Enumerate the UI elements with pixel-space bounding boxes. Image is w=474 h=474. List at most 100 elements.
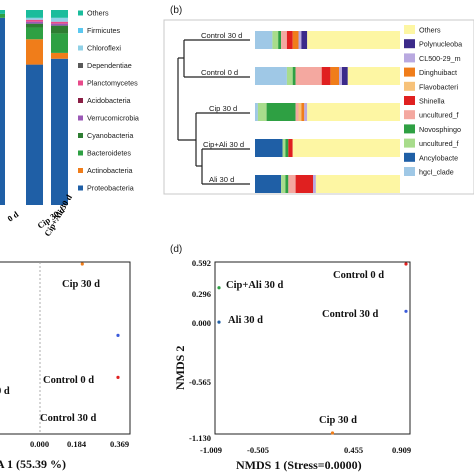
legend-b-swatch-3 — [404, 67, 415, 77]
bar-b-control-30-d-others-10 — [307, 31, 400, 49]
legend-b-label-3: Dinghuibact — [419, 68, 457, 77]
bar-a-cip-30-d-chloroflexi — [26, 17, 43, 20]
bar-b-control-0-d-hgci-clade-0 — [255, 67, 287, 85]
legend-b-swatch-10 — [404, 167, 415, 176]
tree-label-cip-30d: Cip 30 d — [209, 104, 237, 113]
panel-b-label: (b) — [170, 5, 182, 16]
panel-b: (b) Control 30 d Control 0 d Cip 30 d Ci… — [163, 5, 474, 195]
c-x-title: A 1 (55.39 %) — [0, 457, 66, 471]
d-ytick-0: 0.592 — [192, 258, 211, 268]
bar-b-ali-30-d-cl500-29-m-8 — [313, 175, 316, 193]
bar-b-control-30-d-cl500-29-m-8 — [298, 31, 302, 49]
bar-b-cip-ali-30-d-others-10 — [292, 139, 400, 157]
legend-a-label-actinobacteria: Actinobacteria — [87, 166, 133, 175]
legend-a: Others Firmicutes Chloroflexi Dependentiae P… — [78, 9, 139, 193]
legend-a-swatch-verrucomicrobia — [78, 115, 83, 121]
tree-label-control-30d: Control 30 d — [201, 31, 242, 40]
legend-b-swatch-8 — [404, 138, 415, 148]
legend-a-swatch-chloroflexi — [78, 45, 83, 51]
bar-b-control-0-d-novosphingo-3 — [292, 67, 296, 85]
legend-a-label-bacteroidetes: Bacteroidetes — [87, 149, 131, 158]
legend-b-swatch-4 — [404, 81, 415, 91]
bar-a-cip-30-d-actinobacteria — [26, 39, 43, 65]
legend-b-label-2: CL500-29_m — [419, 54, 461, 63]
d-point-label-cipali-30d: Cip+Ali 30 d — [226, 280, 283, 291]
bar-b-control-30-d-uncultured-f-4 — [281, 31, 287, 49]
legend-a-label-proteobacteria: Proteobacteria — [87, 184, 134, 193]
legend-b-swatch-9 — [404, 152, 415, 162]
legend-b-label-8: uncultured_f — [419, 139, 459, 148]
legend-b-label-5: Shinella — [419, 97, 445, 106]
d-ytick-2: 0.000 — [192, 318, 211, 328]
legend-b-label-0: Others — [419, 26, 441, 35]
point-label-control-30d: Control 30 d — [40, 413, 97, 424]
point-label-0d: 0 d — [0, 386, 10, 397]
bar-a-cip-ali-30-d-chloroflexi — [51, 17, 68, 22]
legend-b-swatch-5 — [404, 96, 415, 105]
bar-b-control-30-d-shinella-5 — [286, 31, 293, 49]
bar-a-cip-30-d-cyanobacteria — [26, 23, 43, 28]
bar-b-ali-30-d-shinella-5 — [295, 175, 313, 193]
bar-a-cip-30-d-bacteroidetes — [26, 27, 43, 40]
c-xtick-1: 0.184 — [67, 439, 87, 449]
bar-b-control-0-d-dinghuibact-7 — [330, 67, 340, 85]
legend-b-label-9: Ancylobacte — [419, 153, 458, 162]
legend-b-label-4: Flavobacteri — [419, 82, 459, 91]
legend-a-label-verrucomicrobia: Verrucomicrobia — [87, 114, 139, 123]
tree-label-control-0d: Control 0 d — [201, 68, 238, 77]
bar-a-cip-30-d-verrucomicrobia — [26, 21, 43, 24]
legend-b-label-1: Polynucleoba — [419, 40, 462, 49]
point-d-control-30-d — [404, 309, 408, 313]
bar-b-cip-ali-30-d-novosphingo-3 — [285, 139, 289, 157]
legend-b: Others Polynucleoba CL500-29_m Dinghuibact F… — [404, 25, 462, 177]
d-ytick-4: -1.130 — [189, 433, 211, 443]
bar-b-control-30-d-polynucleoba-9 — [301, 31, 308, 49]
bar-b-control-30-d-uncultured-f-2 — [272, 31, 279, 49]
panel-d-label: (d) — [170, 244, 182, 255]
legend-b-swatch-1 — [404, 39, 415, 49]
bar-b-control-0-d-polynucleoba-9 — [342, 67, 348, 85]
stacked-bar-chart-a — [0, 10, 68, 205]
legend-a-swatch-firmicutes — [78, 28, 83, 33]
bar-b-cip-30-d-hgci-clade-0 — [255, 103, 258, 121]
bar-b-ali-30-d-uncultured-f-4 — [288, 175, 296, 193]
d-point-label-cip-30d: Cip 30 d — [319, 415, 357, 426]
d-xtick-0: -1.009 — [200, 445, 222, 455]
panel-b-frame — [163, 19, 474, 195]
bar-b-control-30-d-dinghuibact-7 — [292, 31, 299, 49]
d-xtick-2: 0.455 — [344, 445, 363, 455]
c-xtick-0: 0.000 — [30, 439, 49, 449]
bar-a-cip-ali-30-d-cyanobacteria — [51, 25, 68, 34]
point-label-control-0d: Control 0 d — [43, 375, 94, 386]
legend-a-label-acidobacteria: Acidobacteria — [87, 96, 131, 105]
bar-a-0-d-others — [0, 10, 5, 14]
bar-b-cip-ali-30-d-shinella-5 — [288, 139, 293, 157]
legend-b-swatch-7 — [404, 124, 415, 134]
dendrogram — [177, 39, 250, 185]
point-d-ali-30-d — [217, 320, 221, 324]
bar-a-cip-ali-30-d-planctomycetes — [51, 21, 68, 24]
d-ytick-3: -0.565 — [189, 377, 211, 387]
point-d-cip-30-d — [330, 431, 335, 435]
bar-a-cip-ali-30-d-verrucomicrobia — [51, 23, 68, 26]
d-point-label-ali-30d: Ali 30 d — [228, 315, 263, 326]
bar-a-cip-ali-30-d-bacteroidetes — [51, 33, 68, 53]
legend-a-swatch-bacteroidetes — [78, 150, 83, 156]
bar-b-ali-30-d-uncultured-f-2 — [281, 175, 286, 193]
d-xtick-1: -0.505 — [247, 445, 269, 455]
scatter-d-points — [217, 262, 408, 435]
tree-label-cipali-30d: Cip+Ali 30 d — [203, 140, 244, 149]
legend-a-swatch-acidobacteria — [78, 98, 83, 103]
legend-a-label-cyanobacteria: Cyanobacteria — [87, 131, 133, 140]
bar-b-cip-30-d-flavobacteri-6 — [298, 103, 302, 121]
bar-b-ali-30-d-ancylobacte-1 — [255, 175, 282, 193]
d-x-title: NMDS 1 (Stress=0.0000) — [236, 458, 362, 472]
d-point-label-control-0d: Control 0 d — [333, 270, 384, 281]
bar-b-control-0-d-others-10 — [347, 67, 400, 85]
legend-a-label-firmicutes: Firmicutes — [87, 26, 121, 35]
legend-a-swatch-cyanobacteria — [78, 133, 83, 138]
bar-a-cip-ali-30-d-actinobacteria — [51, 52, 68, 59]
bar-a-cip-30-d-planctomycetes — [26, 19, 43, 22]
bar-b-control-0-d-uncultured-f-4 — [295, 67, 322, 85]
